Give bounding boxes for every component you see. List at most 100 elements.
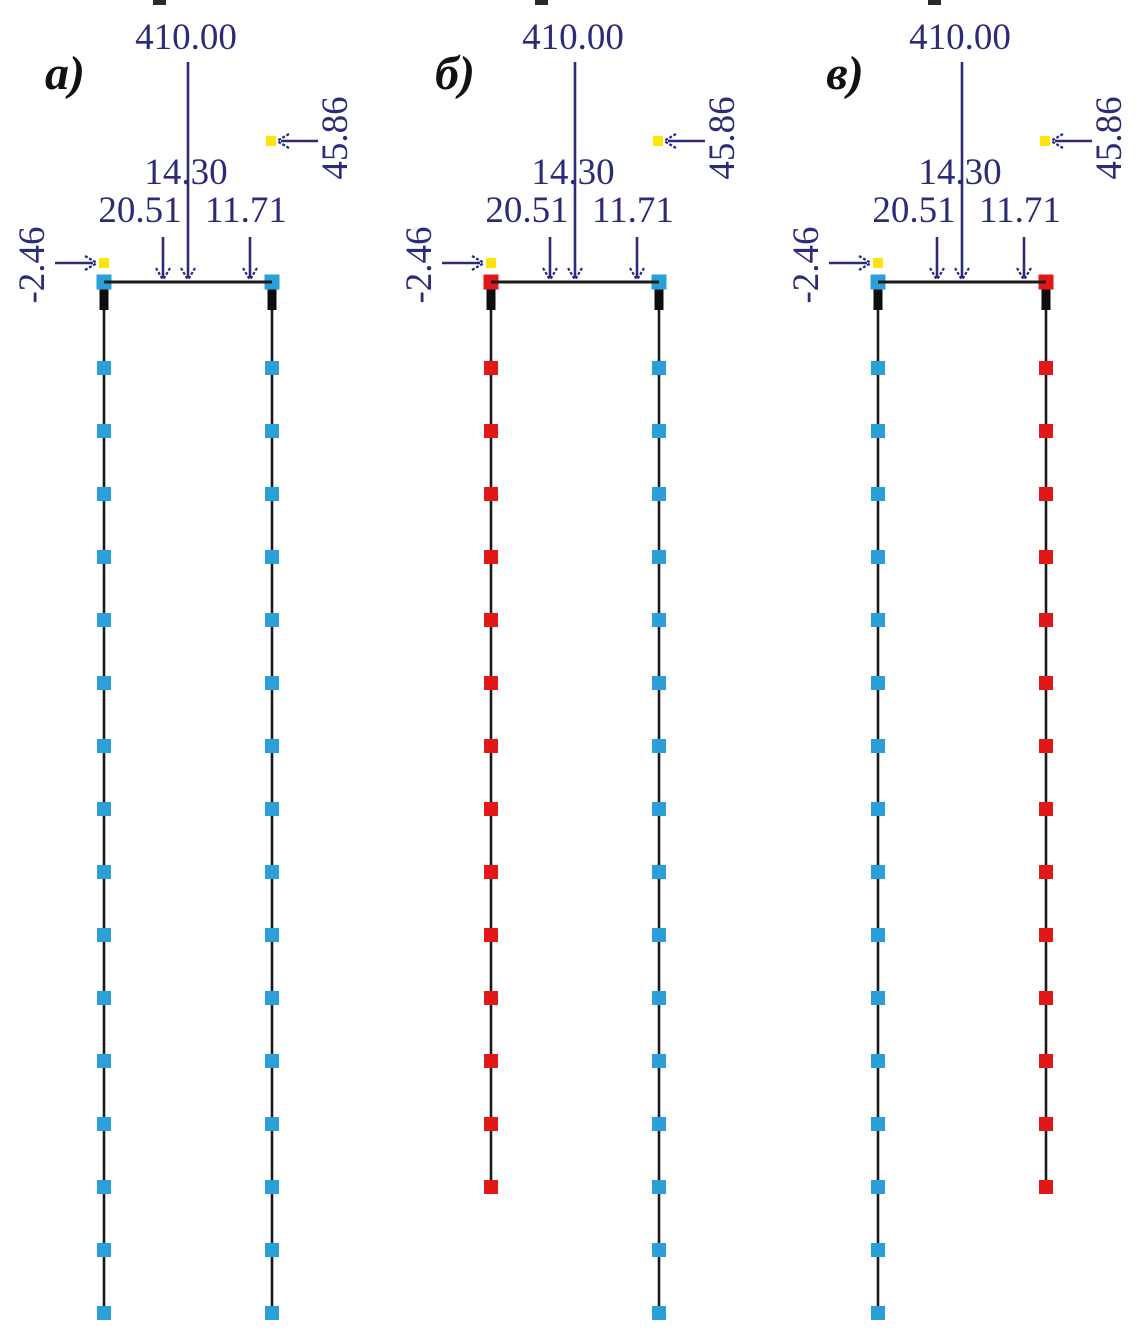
side-right-arrowhead	[276, 133, 290, 149]
pile-marker-right	[265, 1306, 279, 1320]
pile-marker-left	[97, 1054, 111, 1068]
pile-marker-right	[652, 1054, 666, 1068]
side-right-arrowhead	[663, 133, 677, 149]
side-left-dot	[873, 258, 883, 268]
pile-marker-left	[97, 361, 111, 375]
side-left-arrowhead	[858, 255, 872, 271]
panel-label: б)	[435, 47, 475, 100]
pile-marker-right	[652, 1117, 666, 1131]
pile-marker-left	[871, 613, 885, 627]
pile-marker-left	[97, 424, 111, 438]
pile-marker-right	[652, 676, 666, 690]
force-right-arrowhead	[242, 267, 258, 281]
pile-marker-right	[652, 361, 666, 375]
pile-marker-right	[265, 1180, 279, 1194]
force-left-label: 20.51	[485, 190, 568, 231]
pile-marker-right	[652, 1180, 666, 1194]
force-left-arrowhead	[155, 267, 171, 281]
pile-marker-left	[97, 991, 111, 1005]
pile-marker-left	[871, 361, 885, 375]
pile-marker-right	[265, 865, 279, 879]
side-left-dot	[99, 258, 109, 268]
pile-marker-left	[97, 487, 111, 501]
pile-marker-left	[484, 928, 498, 942]
pile-marker-right	[652, 928, 666, 942]
pile-marker-left	[871, 676, 885, 690]
pile-marker-left	[871, 991, 885, 1005]
pile-marker-left	[97, 739, 111, 753]
pile-marker-left	[871, 802, 885, 816]
force-left-arrowhead	[542, 267, 558, 281]
pile-marker-right	[1039, 928, 1053, 942]
pile-marker-right	[265, 739, 279, 753]
pile-marker-left	[871, 1180, 885, 1194]
side-right-arrowhead	[1050, 133, 1064, 149]
pile-marker-right	[1039, 487, 1053, 501]
pile-marker-left	[97, 1243, 111, 1257]
pile-marker-left	[484, 361, 498, 375]
pile-marker-right	[265, 991, 279, 1005]
pile-marker-right	[1039, 1054, 1053, 1068]
pile-marker-left	[97, 676, 111, 690]
side-left-label: -2.46	[12, 226, 53, 303]
pile-marker-right	[652, 487, 666, 501]
pile-cap-bar-right	[267, 288, 277, 310]
pile-marker-left	[97, 613, 111, 627]
pile-marker-left	[484, 550, 498, 564]
pile-marker-left	[871, 550, 885, 564]
pile-marker-left	[871, 1306, 885, 1320]
pile-marker-right	[1039, 865, 1053, 879]
pile-marker-right	[652, 991, 666, 1005]
force-top-arrowhead	[954, 267, 970, 281]
pile-marker-right	[265, 802, 279, 816]
pile-marker-right	[265, 676, 279, 690]
side-right-dot	[1040, 136, 1050, 146]
side-left-arrowhead	[471, 255, 485, 271]
pile-marker-left	[484, 1054, 498, 1068]
pile-marker-right	[652, 739, 666, 753]
pile-marker-right	[652, 550, 666, 564]
pile-marker-left	[871, 928, 885, 942]
force-top-label: 410.00	[522, 17, 624, 58]
force-mid-label: 14.30	[531, 152, 614, 193]
pile-marker-right	[1039, 550, 1053, 564]
pile-marker-right	[1039, 1117, 1053, 1131]
pile-cap-bar-left	[486, 288, 496, 310]
side-left-label: -2.46	[399, 226, 440, 303]
force-left-label: 20.51	[98, 190, 181, 231]
pile-marker-right	[265, 1243, 279, 1257]
force-top-arrowhead	[567, 267, 583, 281]
side-right-label: 45.86	[315, 96, 356, 179]
pile-cap-bar-right	[654, 288, 664, 310]
pile-marker-left	[484, 1117, 498, 1131]
force-right-label: 11.71	[979, 190, 1061, 231]
pile-marker-left	[484, 424, 498, 438]
pile-marker-right	[652, 865, 666, 879]
pile-marker-left	[484, 865, 498, 879]
pile-marker-left	[871, 1117, 885, 1131]
pile-marker-right	[1039, 613, 1053, 627]
pile-marker-left	[871, 1243, 885, 1257]
pile-marker-right	[265, 487, 279, 501]
pile-marker-right	[652, 424, 666, 438]
pile-marker-right	[1039, 361, 1053, 375]
force-top-arrowhead	[180, 267, 196, 281]
pile-marker-left	[484, 676, 498, 690]
pile-marker-left	[484, 487, 498, 501]
panel-label: в)	[826, 47, 863, 100]
pile-marker-right	[265, 550, 279, 564]
side-left-arrowhead	[84, 255, 98, 271]
pile-marker-right	[652, 802, 666, 816]
pile-marker-right	[265, 1054, 279, 1068]
pile-marker-left	[871, 487, 885, 501]
pile-marker-right	[1039, 676, 1053, 690]
pile-marker-right	[265, 928, 279, 942]
pile-marker-left	[871, 739, 885, 753]
pile-marker-right	[652, 1306, 666, 1320]
pile-marker-right	[1039, 739, 1053, 753]
pile-marker-left	[484, 1180, 498, 1194]
side-left-label: -2.46	[786, 226, 827, 303]
side-right-dot	[653, 136, 663, 146]
